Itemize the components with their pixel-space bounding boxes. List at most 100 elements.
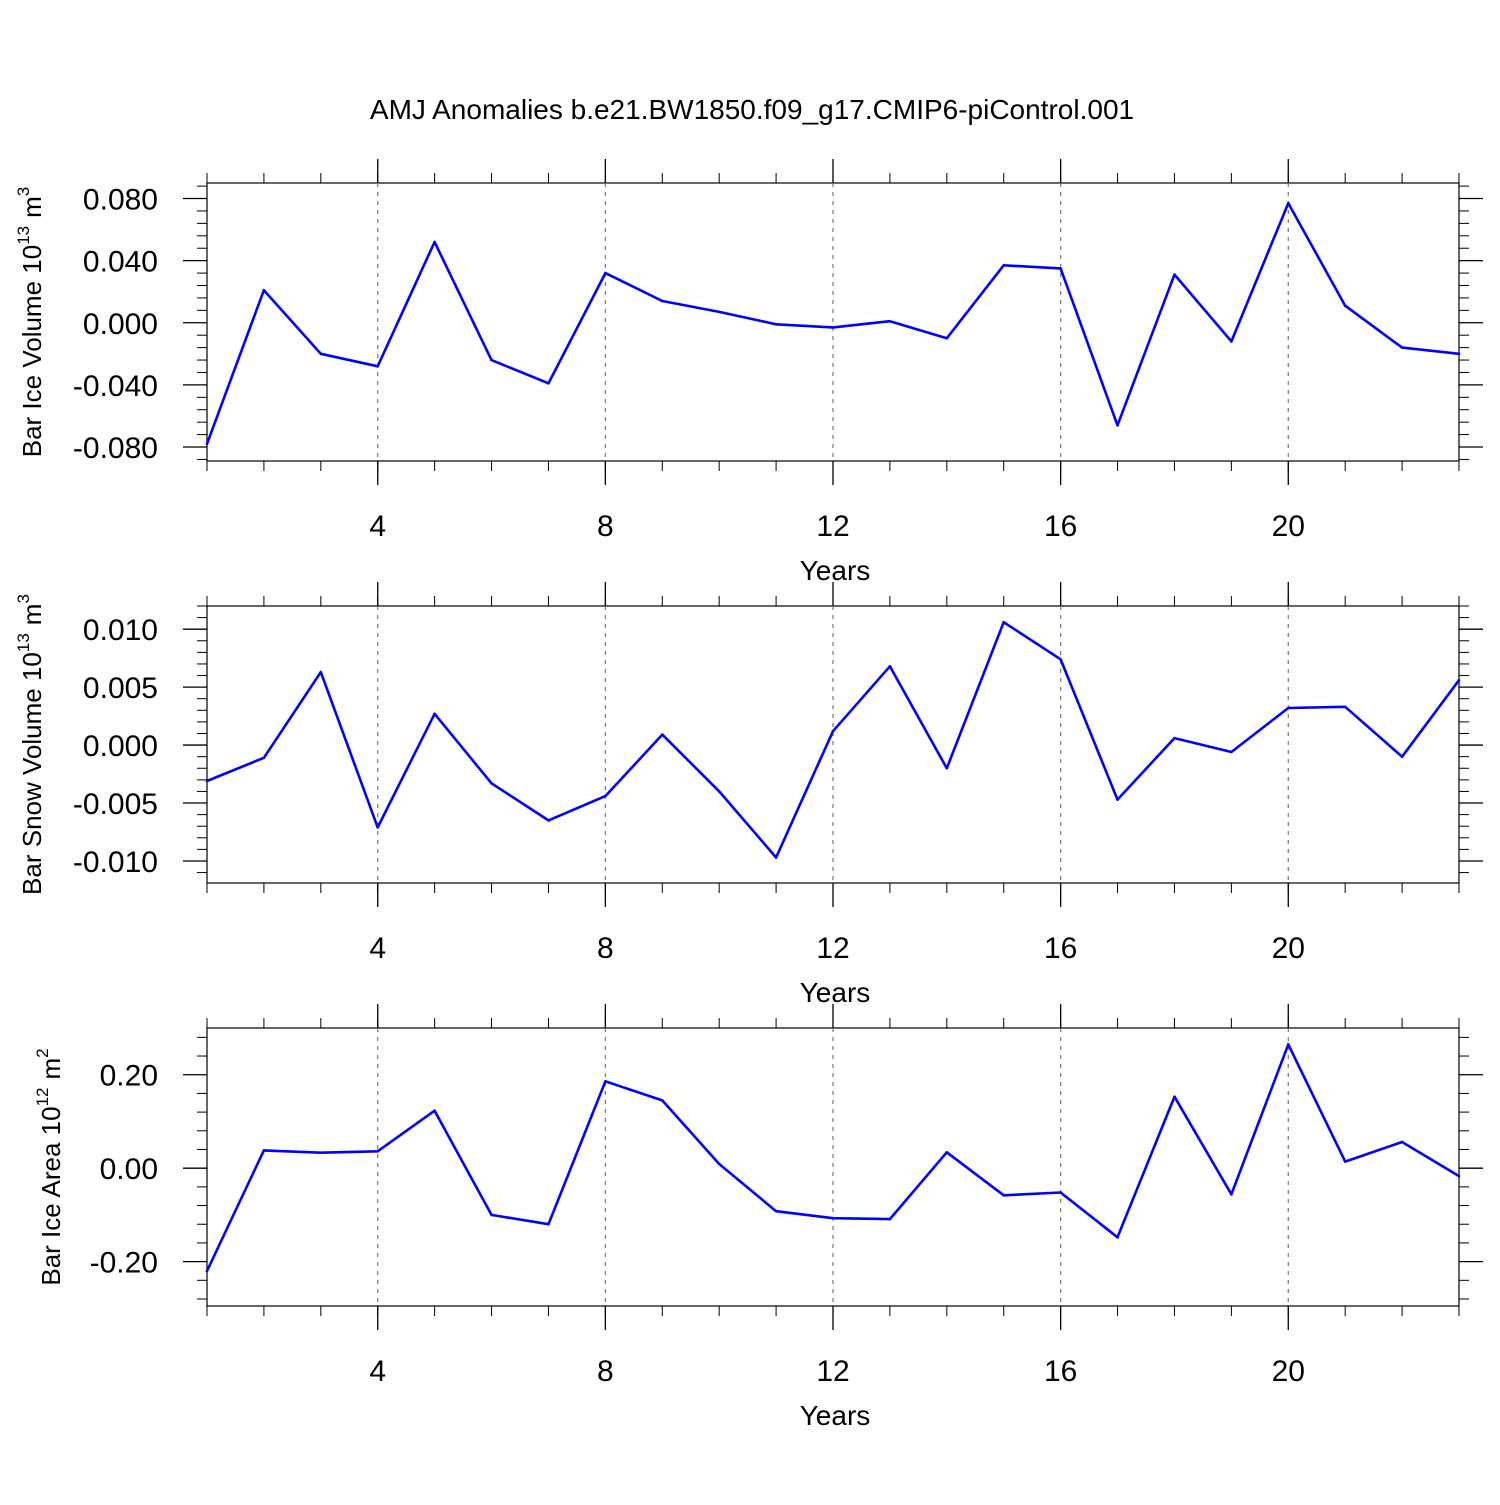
ice-volume-data-point xyxy=(1173,273,1176,276)
ice-volume-data-point xyxy=(831,326,835,329)
ice-volume-data-point xyxy=(319,352,323,356)
ice-area-data-point xyxy=(205,1269,209,1273)
snow-volume-y-tick-label: 0.000 xyxy=(83,730,158,763)
ice-area-y-axis-title-ylabel-sup: 12 xyxy=(33,1087,52,1106)
figure-title: AMJ Anomalies b.e21.BW1850.f09_g17.CMIP6… xyxy=(370,94,1134,125)
ice-area-x-tick-label: 12 xyxy=(816,1355,849,1388)
ice-volume-y-axis-title-ylabel-unit-sup: 3 xyxy=(14,187,33,196)
ice-volume-data-point xyxy=(205,442,209,446)
ice-volume-data-point xyxy=(717,310,721,314)
snow-volume-y-tick-label: 0.010 xyxy=(83,614,158,647)
ice-volume-data-point xyxy=(547,382,550,385)
snow-volume-y-axis-title: Bar Snow Volume 1013 m3 xyxy=(14,594,47,895)
snow-volume-data-point xyxy=(1173,736,1176,740)
ice-volume-data-point xyxy=(1002,264,1006,267)
ice-area-data-point xyxy=(888,1217,892,1221)
snow-volume-x-axis-title: Years xyxy=(800,977,871,1008)
snow-volume-x-tick-label: 20 xyxy=(1272,932,1305,965)
ice-volume-x-tick-label: 16 xyxy=(1044,510,1077,543)
panel-ice-volume: 4 8 12 16 20 0.080 0.040 0.000 -0.040 -0.080 Years… xyxy=(14,159,1483,586)
ice-volume-data-point xyxy=(604,271,607,275)
snow-volume-data-point xyxy=(831,729,835,733)
ice-volume-y-axis-title-ylabel-main: Bar Ice Volume 10 xyxy=(17,245,47,457)
snow-volume-data-point xyxy=(205,779,209,783)
ice-area-data-point xyxy=(774,1209,778,1213)
snow-volume-x-tick-label: 4 xyxy=(369,932,386,965)
snow-volume-y-axis-title-ylabel-unit: m xyxy=(17,604,47,626)
ice-area-data-point xyxy=(717,1162,721,1166)
snow-volume-x-tick-label: 8 xyxy=(597,932,614,965)
ice-area-y-axis-title-ylabel-unit-sup: 2 xyxy=(33,1048,52,1057)
ice-area-y-tick-label: 0.20 xyxy=(100,1060,158,1093)
ice-volume-y-tick-label: 0.080 xyxy=(83,184,158,217)
snow-volume-data-point xyxy=(1116,798,1119,801)
ice-area-data-point xyxy=(1002,1193,1006,1197)
ice-volume-x-tick-label: 12 xyxy=(816,510,849,543)
ice-volume-data-point xyxy=(774,323,778,326)
ice-area-y-axis-title-ylabel-unit: m xyxy=(36,1058,66,1080)
ice-volume-data-point xyxy=(262,288,266,292)
ice-area-data-point xyxy=(547,1222,550,1226)
ice-area-data-point xyxy=(1116,1236,1119,1239)
ice-volume-data-point xyxy=(660,299,664,303)
ice-volume-data-point xyxy=(376,364,380,368)
panel-ice-area: 4 8 12 16 20 0.20 0.00 -0.20 Years Bar Ice Area 1… xyxy=(33,1004,1483,1431)
snow-volume-y-tick-label: -0.005 xyxy=(73,788,158,821)
ice-volume-data-point xyxy=(945,337,949,340)
ice-volume-y-axis-title-ylabel-unit: m xyxy=(17,196,47,218)
ice-area-x-axis-title: Years xyxy=(800,1400,871,1431)
snow-volume-data-point xyxy=(1230,750,1233,754)
panel-snow-volume: 4 8 12 16 20 0.010 0.005 0.000 -0.005 -0.010 Years… xyxy=(14,582,1483,1008)
ice-area-data-point xyxy=(1400,1140,1404,1144)
ice-volume-y-tick-label: -0.080 xyxy=(73,432,158,465)
snow-volume-data-point xyxy=(660,733,664,736)
ice-area-y-axis-title: Bar Ice Area 1012 m2 xyxy=(33,1048,66,1285)
snow-volume-data-point xyxy=(1002,620,1006,624)
ice-area-data-point xyxy=(433,1109,436,1112)
ice-area-data-point xyxy=(490,1213,493,1217)
ice-volume-data-point xyxy=(888,319,892,323)
ice-volume-y-tick-label: -0.040 xyxy=(73,370,158,403)
ice-volume-y-axis-title: Bar Ice Volume 1013 m3 xyxy=(14,187,47,458)
ice-area-data-point xyxy=(1230,1193,1233,1196)
snow-volume-data-point xyxy=(1343,705,1347,709)
ice-area-data-point xyxy=(604,1079,607,1083)
snow-volume-data-point xyxy=(774,856,778,859)
snow-volume-data-point xyxy=(547,819,550,822)
ice-volume-data-point xyxy=(1286,201,1290,205)
ice-volume-y-axis-title-ylabel-sup: 13 xyxy=(14,226,33,245)
ice-area-y-axis-title-ylabel-main: Bar Ice Area 10 xyxy=(36,1106,66,1285)
snow-volume-data-point xyxy=(490,782,493,785)
ice-area-data-point xyxy=(1286,1043,1290,1046)
ice-area-data-point xyxy=(660,1099,664,1102)
snow-volume-y-tick-label: -0.010 xyxy=(73,846,158,879)
ice-area-data-point xyxy=(1173,1095,1176,1098)
ice-area-y-tick-label: -0.20 xyxy=(90,1247,158,1280)
snow-volume-data-point xyxy=(319,670,323,674)
snow-volume-y-axis-title-ylabel-main: Bar Snow Volume 10 xyxy=(17,652,47,895)
ice-area-data-point xyxy=(1457,1174,1461,1178)
ice-volume-x-tick-label: 20 xyxy=(1272,510,1305,543)
ice-area-data-point xyxy=(831,1216,835,1220)
ice-volume-data-point xyxy=(1116,423,1119,427)
ice-volume-data-point xyxy=(490,358,493,362)
ice-area-data-point xyxy=(1059,1191,1062,1194)
ice-volume-data-point xyxy=(433,240,436,244)
snow-volume-data-point xyxy=(888,664,892,668)
snow-volume-data-point xyxy=(945,766,949,770)
snow-volume-data-point xyxy=(1457,678,1461,682)
ice-area-x-tick-label: 20 xyxy=(1272,1355,1305,1388)
ice-area-x-tick-label: 16 xyxy=(1044,1355,1077,1388)
snow-volume-y-tick-label: 0.005 xyxy=(83,672,158,705)
ice-volume-y-tick-label: 0.040 xyxy=(83,246,158,279)
snow-volume-data-point xyxy=(717,790,721,793)
snow-volume-data-point xyxy=(1286,706,1290,710)
ice-area-y-tick-label: 0.00 xyxy=(100,1153,158,1186)
ice-volume-data-point xyxy=(1457,352,1461,356)
snow-volume-data-point xyxy=(433,712,436,716)
ice-area-data-point xyxy=(945,1150,949,1154)
ice-area-x-tick-label: 4 xyxy=(369,1355,386,1388)
ice-volume-data-point xyxy=(1400,346,1404,349)
